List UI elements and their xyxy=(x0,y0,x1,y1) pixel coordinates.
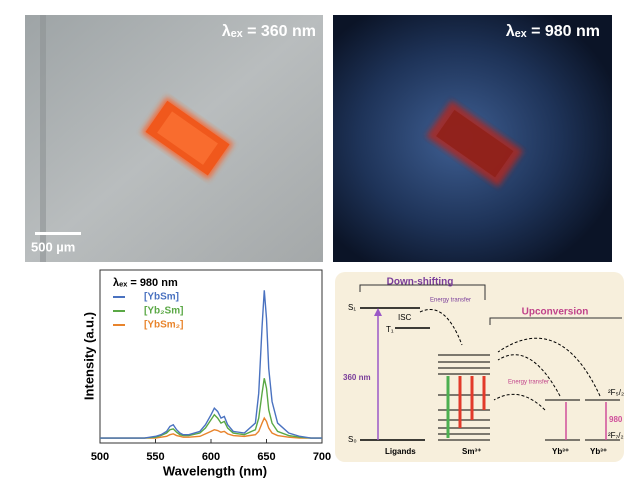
diagram-label: S₀ xyxy=(348,435,357,444)
diagram-label: Ligands xyxy=(385,447,416,456)
diagram-label: T₁ xyxy=(386,325,394,334)
diagram-label: ²F₅/₂ xyxy=(608,388,624,397)
diagram-label: ²F₇/₂ xyxy=(608,431,624,440)
diagram-label: Down-shifting xyxy=(387,277,454,288)
x-tick-label: 550 xyxy=(146,451,164,463)
x-tick-label: 500 xyxy=(91,451,109,463)
diagram-label: S₁ xyxy=(348,303,356,312)
diagram-label: Yb³⁺ xyxy=(590,447,607,456)
series-line xyxy=(100,290,322,438)
diagram-label: Sm³⁺ xyxy=(462,447,481,456)
legend-label: [YbSm₂] xyxy=(144,320,183,331)
energy-diagram: Down-shifting Upconversion S₁ T₁ ISC Ene… xyxy=(335,272,624,462)
figure: λₑₓ = 360 nm 500 µm λₑₓ = 980 nm Wavelen… xyxy=(0,0,624,479)
diagram-label: 360 nm xyxy=(343,373,371,382)
photo-right: λₑₓ = 980 nm xyxy=(333,15,612,262)
photo-label: λₑₓ = 360 nm xyxy=(222,23,316,40)
diagram-label: Energy transfer xyxy=(508,380,549,386)
photo-label: λₑₓ = 980 nm xyxy=(506,23,600,40)
legend-title: λₑₓ = 980 nm xyxy=(113,277,178,289)
diagram-label: Yb³⁺ xyxy=(552,447,569,456)
x-axis-label: Wavelength (nm) xyxy=(163,463,267,478)
diagram-label: Upconversion xyxy=(522,307,589,318)
diagram-label: ISC xyxy=(398,313,412,322)
diagram-label: Energy transfer xyxy=(430,298,471,304)
x-tick-label: 600 xyxy=(202,451,220,463)
scale-bar-label: 500 µm xyxy=(31,239,75,254)
legend-label: [Yb₂Sm] xyxy=(144,306,183,317)
spectrum-chart: Wavelength (nm) Intensity (a.u.) λₑₓ = 9… xyxy=(81,270,331,478)
diagram-label: 980 xyxy=(609,415,623,424)
photo-left: λₑₓ = 360 nm 500 µm xyxy=(25,15,323,262)
legend-label: [YbSm] xyxy=(144,292,179,303)
series-line xyxy=(100,378,322,438)
x-tick-label: 700 xyxy=(313,451,331,463)
y-axis-label: Intensity (a.u.) xyxy=(81,312,96,400)
x-tick-label: 650 xyxy=(257,451,275,463)
